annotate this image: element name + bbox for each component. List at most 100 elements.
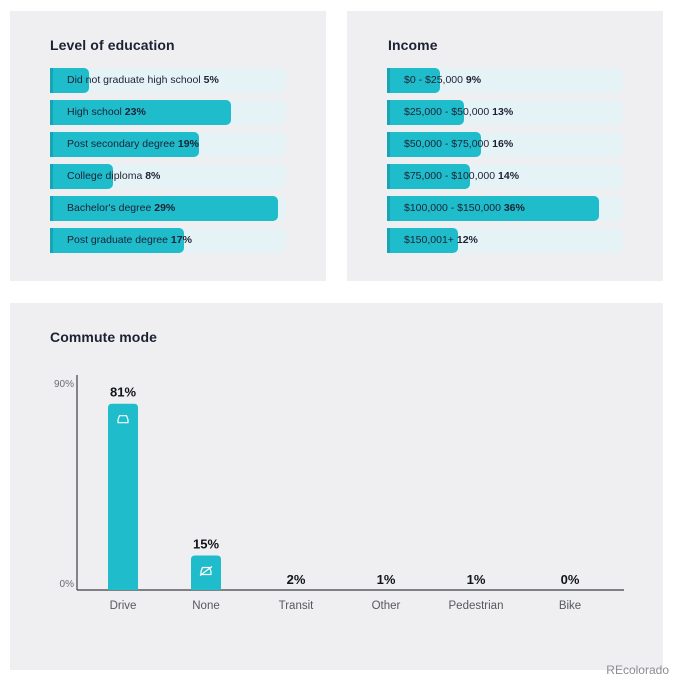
commute-value-label: 1%: [377, 572, 396, 587]
education-bar-row: Post secondary degree 19%: [50, 132, 286, 157]
education-bar-row: Bachelor's degree 29%: [50, 196, 286, 221]
commute-category-label: Other: [372, 600, 401, 612]
education-bar-list: Did not graduate high school 5% High scho…: [50, 68, 286, 260]
income-bar-accent: [387, 68, 390, 93]
education-bar-label: High school 23%: [67, 106, 146, 118]
income-value-label: 9%: [465, 74, 482, 86]
income-bar-row: $0 - $25,000 9%: [387, 68, 623, 93]
education-category-label: Did not graduate high school: [67, 74, 201, 86]
income-bar: [387, 100, 464, 125]
income-bar-label: $150,001+ 12%: [404, 234, 478, 246]
education-category-label: Post secondary degree: [67, 138, 175, 150]
education-bar-track: [50, 68, 286, 93]
education-value-label: 5%: [203, 74, 219, 86]
income-category-label: $50,000 - $75,000: [404, 138, 490, 150]
commute-value-label: 0%: [561, 572, 580, 587]
income-value-label: 14%: [498, 170, 520, 182]
education-bar-row: College diploma 8%: [50, 164, 286, 189]
education-value-label: 17%: [170, 234, 192, 246]
income-bar-row: $25,000 - $50,000 13%: [387, 100, 623, 125]
income-value-label: 12%: [456, 234, 478, 246]
education-title: Level of education: [50, 37, 175, 53]
education-bar-label: Bachelor's degree 29%: [67, 202, 175, 214]
commute-chart: 90% 0% 81% Drive 15% None 2% Transit 1% Other 1% Pe…: [54, 375, 624, 612]
commute-value-label: 1%: [467, 572, 486, 587]
income-category-label: $150,001+: [404, 234, 454, 246]
income-bar-accent: [387, 132, 390, 157]
education-bar-accent: [50, 228, 53, 253]
education-bar-accent: [50, 132, 53, 157]
education-bar-row: Did not graduate high school 5%: [50, 68, 286, 93]
income-bar: [387, 228, 458, 253]
education-category-label: High school: [67, 106, 122, 118]
education-value-label: 29%: [154, 202, 176, 214]
education-bar-label: College diploma 8%: [67, 170, 160, 182]
education-bar-accent: [50, 164, 53, 189]
commute-category-label: None: [192, 600, 220, 612]
commute-category-label: Bike: [559, 600, 581, 612]
income-bar-accent: [387, 100, 390, 125]
commute-value-label: 81%: [110, 385, 136, 400]
income-category-label: $75,000 - $100,000: [404, 170, 496, 182]
education-bar: [50, 68, 90, 93]
income-value-label: 16%: [492, 138, 514, 150]
education-bar: [50, 100, 231, 125]
income-bar: [387, 132, 482, 157]
commute-bar: [191, 555, 221, 590]
income-value-label: 13%: [492, 106, 514, 118]
education-bar-accent: [50, 196, 53, 221]
education-category-label: Post graduate degree: [67, 234, 168, 246]
commute-value-label: 2%: [287, 572, 306, 587]
income-bar: [387, 68, 441, 93]
income-category-label: $25,000 - $50,000: [404, 106, 490, 118]
income-bar-label: $25,000 - $50,000 13%: [404, 106, 513, 118]
education-bar: [50, 164, 113, 189]
education-bar-label: Post secondary degree 19%: [67, 138, 199, 150]
education-bar-label: Did not graduate high school 5%: [67, 74, 219, 86]
education-category-label: College diploma: [67, 170, 143, 182]
income-bar-row: $150,001+ 12%: [387, 228, 623, 253]
income-panel: Income $0 - $25,000 9% $25,000 - $50,000 …: [347, 11, 663, 281]
education-bar-row: High school 23%: [50, 100, 286, 125]
income-bar: [387, 196, 600, 221]
education-category-label: Bachelor's degree: [67, 202, 152, 214]
y-tick-label: 0%: [60, 579, 75, 590]
car-icon: [117, 415, 129, 424]
income-bar-label: $50,000 - $75,000 16%: [404, 138, 513, 150]
income-bar-row: $75,000 - $100,000 14%: [387, 164, 623, 189]
income-bar-accent: [387, 164, 390, 189]
income-bar-accent: [387, 228, 390, 253]
education-value-label: 23%: [124, 106, 146, 118]
y-tick-label: 90%: [54, 379, 74, 390]
strike-icon: [199, 566, 213, 576]
education-bar: [50, 132, 200, 157]
commute-value-label: 15%: [193, 537, 219, 552]
income-bar: [387, 164, 470, 189]
income-title: Income: [388, 37, 438, 53]
commute-category-label: Drive: [110, 600, 137, 612]
education-bar: [50, 196, 279, 221]
income-value-label: 36%: [503, 202, 525, 214]
income-bar-accent: [387, 196, 390, 221]
commute-bar: [108, 403, 138, 590]
income-bar-label: $0 - $25,000 9%: [404, 74, 481, 86]
education-bar: [50, 228, 184, 253]
commute-category-label: Transit: [279, 600, 315, 612]
income-category-label: $100,000 - $150,000: [404, 202, 501, 214]
income-bar-row: $100,000 - $150,000 36%: [387, 196, 623, 221]
education-value-label: 19%: [177, 138, 199, 150]
income-bar-list: $0 - $25,000 9% $25,000 - $50,000 13% $50,…: [387, 68, 623, 260]
income-bar-label: $100,000 - $150,000 36%: [404, 202, 525, 214]
income-bar-row: $50,000 - $75,000 16%: [387, 132, 623, 157]
education-bar-label: Post graduate degree 17%: [67, 234, 192, 246]
watermark: REcolorado: [606, 663, 669, 677]
education-bar-accent: [50, 100, 53, 125]
commute-title: Commute mode: [50, 329, 157, 345]
income-bar-label: $75,000 - $100,000 14%: [404, 170, 519, 182]
commute-panel: Commute mode 90% 0% 81% Drive 15% None 2% Trans…: [10, 303, 663, 670]
education-bar-accent: [50, 68, 53, 93]
education-panel: Level of education Did not graduate high…: [10, 11, 326, 281]
income-category-label: $0 - $25,000: [404, 74, 463, 86]
education-bar-row: Post graduate degree 17%: [50, 228, 286, 253]
education-value-label: 8%: [145, 170, 161, 182]
